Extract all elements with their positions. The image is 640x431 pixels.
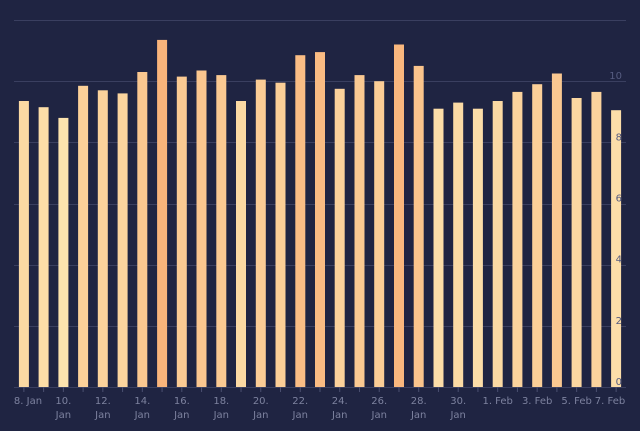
bar (295, 55, 306, 387)
x-tick-label: 24. (332, 396, 348, 407)
bar (117, 93, 128, 388)
x-tick-label: Jan (94, 410, 110, 421)
bar (315, 52, 325, 387)
bar (137, 72, 148, 387)
bar (611, 110, 622, 387)
bar (453, 102, 464, 387)
bar (591, 91, 602, 388)
y-tick-label: 4 (616, 255, 622, 266)
bar (58, 117, 69, 388)
bar (472, 108, 483, 387)
x-tick-label: Jan (410, 410, 426, 421)
bar (492, 101, 503, 387)
bar (275, 82, 286, 387)
bar (512, 91, 523, 388)
y-tick-label: 6 (616, 194, 622, 205)
x-tick-label: 18. (213, 396, 229, 407)
x-tick-label: 30. (450, 396, 466, 407)
x-tick-label: 7. Feb (595, 396, 625, 407)
y-tick-label: 2 (616, 316, 622, 327)
y-axis-ticks: 0 2 4 6 8 10 (609, 71, 622, 388)
x-tick-label: 12. (95, 396, 111, 407)
bar (551, 73, 562, 387)
bar (255, 79, 266, 387)
x-tick-label: 16. (174, 396, 190, 407)
x-tick-label: 3. Feb (522, 396, 552, 407)
x-tick-label: 28. (411, 396, 427, 407)
x-tick-label: 1. Feb (482, 396, 512, 407)
x-tick-label: Jan (173, 410, 189, 421)
x-tick-label: 8. Jan (14, 396, 42, 407)
x-tick-label: Jan (371, 410, 387, 421)
x-tick-label: Jan (55, 410, 71, 421)
x-tick-label: 20. (253, 396, 269, 407)
bar (216, 75, 227, 387)
bar (413, 65, 424, 388)
bar (571, 98, 582, 387)
x-tick-label: Jan (449, 410, 465, 421)
x-tick-label: 22. (292, 396, 308, 407)
bar (236, 101, 246, 387)
bar (38, 107, 49, 387)
x-tick-label: 5. Feb (561, 396, 591, 407)
bar (78, 85, 89, 388)
bar (433, 108, 444, 387)
x-tick-label: 10. (55, 396, 71, 407)
x-tick-label: Jan (213, 410, 229, 421)
y-tick-label: 0 (616, 377, 622, 388)
bar (157, 39, 168, 388)
y-tick-label: 10 (609, 71, 622, 82)
bar (354, 75, 365, 387)
bar (97, 90, 108, 388)
y-tick-label: 8 (616, 132, 622, 143)
bar (176, 76, 187, 387)
x-tick-label: Jan (331, 410, 347, 421)
bar (374, 81, 385, 387)
x-tick-label: Jan (292, 410, 308, 421)
bar (532, 84, 543, 387)
bar (334, 88, 345, 388)
bar (18, 101, 29, 387)
bar (196, 70, 207, 387)
bars (18, 39, 622, 392)
x-tick-label: Jan (252, 410, 268, 421)
x-axis-ticks: 8. Jan 10. Jan 12. Jan 14. Jan 16. Jan 18. Jan 20. J… (14, 396, 625, 421)
x-tick-label: Jan (134, 410, 150, 421)
bar (394, 44, 404, 387)
x-tick-label: 26. (371, 396, 387, 407)
x-tick-label: 14. (134, 396, 150, 407)
